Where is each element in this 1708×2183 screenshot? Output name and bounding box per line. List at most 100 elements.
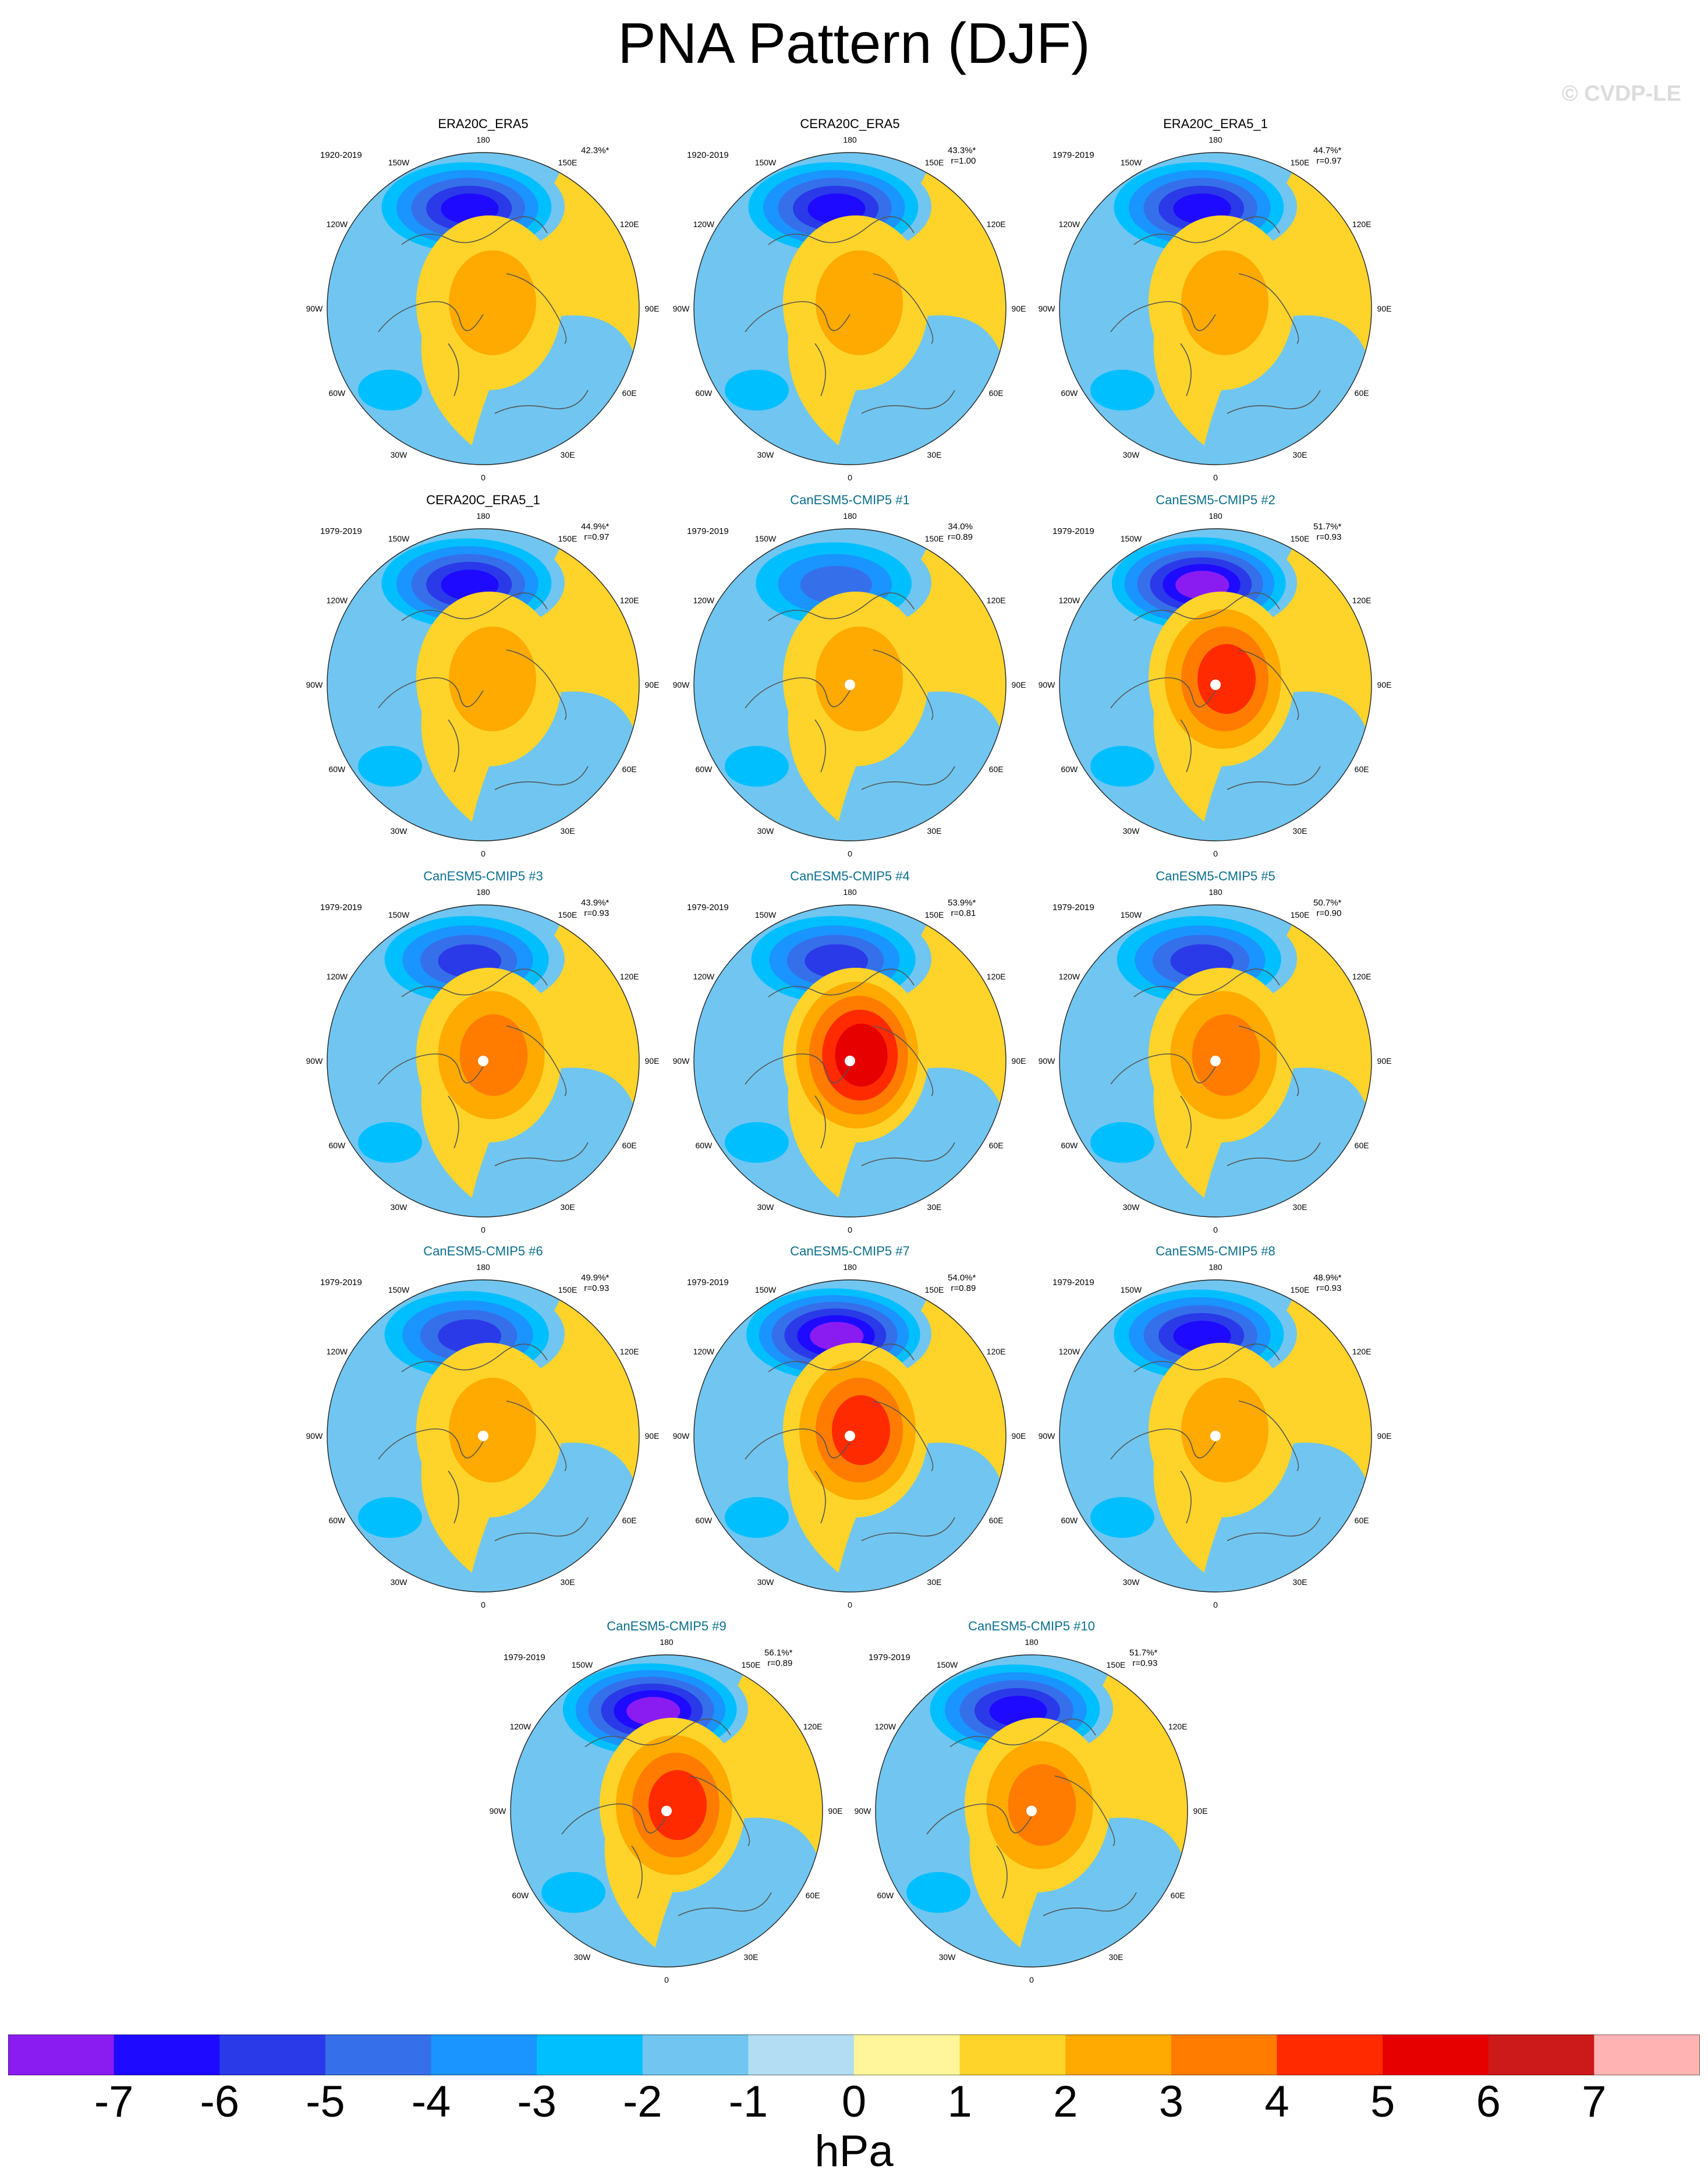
- longitude-label: 150E: [1291, 158, 1310, 167]
- longitude-label: 150E: [1291, 534, 1310, 543]
- coastline: [1133, 968, 1280, 997]
- longitude-label: 150E: [925, 534, 944, 543]
- coastline: [1180, 719, 1192, 773]
- longitude-label: 90W: [855, 1806, 872, 1816]
- coastline: [873, 1400, 934, 1471]
- colorbar-swatch: [431, 2035, 537, 2075]
- longitude-label: 120E: [620, 220, 639, 229]
- north-pole-marker: [1026, 1806, 1037, 1816]
- panel-variance-stat: 53.9%* r=0.81: [948, 898, 976, 919]
- longitude-label: 30W: [757, 450, 775, 459]
- longitude-label: 60W: [877, 1891, 894, 1900]
- map-panel: CanESM5-CMIP5 #6 1979-2019 49.9%* r=0.93 180…: [303, 1244, 664, 1616]
- colorbar-tick-label: 5: [1370, 2077, 1395, 2127]
- longitude-label: 180: [476, 887, 490, 897]
- secondary-low-contour: [358, 1122, 422, 1163]
- polar-map: 180 150E 120E 90E 60E 30E 0 30W 60W 90W 120W 150W: [1039, 511, 1392, 858]
- longitude-label: 0: [848, 473, 852, 482]
- longitude-label: 30E: [1293, 1202, 1307, 1212]
- map-border: [327, 904, 640, 1218]
- longitude-label: 60E: [622, 388, 637, 398]
- coastline: [1227, 390, 1321, 414]
- secondary-low-contour: [725, 370, 789, 411]
- longitude-label: 180: [843, 1262, 857, 1272]
- longitude-label: 150W: [388, 910, 410, 919]
- north-pole-marker: [845, 680, 855, 690]
- coastline: [996, 1845, 1008, 1899]
- panel-title: ERA20C_ERA5_1: [1163, 116, 1268, 131]
- colorbar-swatch: [1488, 2035, 1594, 2075]
- map-border: [693, 152, 1007, 465]
- longitude-label: 90E: [645, 1431, 660, 1441]
- panel-period: 1979-2019: [1053, 903, 1094, 912]
- variance-explained: 44.9%*: [581, 522, 610, 532]
- longitude-label: 150E: [925, 910, 944, 919]
- longitude-label: 120E: [620, 1347, 639, 1356]
- longitude-label: 120E: [803, 1722, 823, 1731]
- coastline: [506, 1025, 567, 1096]
- variance-explained: 54.0%*: [948, 1273, 976, 1283]
- north-pole-marker: [845, 1056, 855, 1066]
- colorbar-swatch: [219, 2035, 326, 2075]
- variance-explained: 43.9%*: [581, 898, 610, 908]
- map-border: [693, 528, 1007, 841]
- coastline: [1054, 1775, 1115, 1846]
- longitude-label: 90E: [1012, 1056, 1026, 1066]
- polar-map: 180 150E 120E 90E 60E 30E 0 30W 60W 90W 120W 150W: [306, 887, 660, 1234]
- pattern-correlation: r=0.81: [951, 908, 976, 918]
- longitude-label: 30E: [927, 450, 942, 459]
- coastline: [768, 968, 915, 997]
- longitude-label: 120W: [693, 1347, 715, 1356]
- longitude-label: 150E: [925, 158, 944, 167]
- longitude-label: 150W: [755, 1285, 777, 1294]
- panel-period: 1920-2019: [687, 150, 729, 160]
- longitude-label: 30W: [1123, 1202, 1140, 1212]
- longitude-label: 30E: [927, 1202, 942, 1212]
- map-border: [693, 1279, 1007, 1593]
- secondary-low-contour: [1090, 370, 1154, 411]
- panel-variance-stat: 56.1%* r=0.89: [764, 1648, 792, 1669]
- longitude-label: 150E: [925, 1285, 944, 1294]
- panel-period: 1979-2019: [1053, 526, 1094, 536]
- longitude-label: 0: [1213, 473, 1218, 482]
- polar-map: 180 150E 120E 90E 60E 30E 0 30W 60W 90W 120W 150W: [673, 1262, 1026, 1609]
- longitude-label: 150E: [1291, 1285, 1310, 1294]
- panel-period: 1920-2019: [320, 150, 362, 160]
- longitude-label: 90E: [1012, 1431, 1026, 1441]
- colorbar-swatch: [1065, 2035, 1172, 2075]
- map-panel: CanESM5-CMIP5 #1 1979-2019 34.0% r=0.89 180 1…: [669, 493, 1030, 865]
- coastline: [631, 1845, 643, 1899]
- longitude-label: 180: [1209, 135, 1222, 144]
- longitude-label: 90E: [1377, 1056, 1392, 1066]
- pattern-correlation: r=0.93: [584, 1283, 610, 1293]
- variance-explained: 51.7%*: [1313, 522, 1342, 532]
- coastline: [873, 273, 934, 344]
- longitude-label: 120W: [693, 596, 715, 605]
- longitude-label: 60W: [1061, 388, 1078, 398]
- longitude-label: 60E: [806, 1891, 820, 1900]
- coastline: [814, 1095, 826, 1149]
- longitude-label: 60W: [328, 388, 346, 398]
- map-panel: CanESM5-CMIP5 #3 1979-2019 43.9%* r=0.93 180…: [303, 869, 664, 1241]
- panel-title: CanESM5-CMIP5 #6: [423, 1244, 543, 1258]
- secondary-low-contour: [906, 1872, 970, 1913]
- longitude-label: 60E: [1355, 1141, 1369, 1150]
- polar-map: 180 150E 120E 90E 60E 30E 0 30W 60W 90W 120W 150W: [306, 135, 660, 482]
- longitude-label: 0: [664, 1975, 669, 1984]
- coastline: [401, 216, 548, 245]
- coastline: [768, 216, 915, 245]
- panel-period: 1979-2019: [1053, 150, 1094, 160]
- longitude-label: 60E: [622, 1141, 637, 1150]
- coastline: [814, 343, 826, 397]
- coastline: [745, 1428, 851, 1460]
- coastline: [494, 766, 589, 790]
- colorbar: [8, 2035, 1700, 2075]
- longitude-label: 30E: [561, 1577, 575, 1587]
- longitude-label: 60W: [1061, 1516, 1078, 1525]
- longitude-label: 180: [1209, 887, 1222, 897]
- coastline: [745, 301, 851, 332]
- panel-title: CanESM5-CMIP5 #5: [1156, 869, 1275, 883]
- pattern-correlation: r=0.93: [584, 908, 610, 918]
- secondary-low-contour: [358, 746, 422, 787]
- longitude-label: 30W: [757, 1577, 775, 1587]
